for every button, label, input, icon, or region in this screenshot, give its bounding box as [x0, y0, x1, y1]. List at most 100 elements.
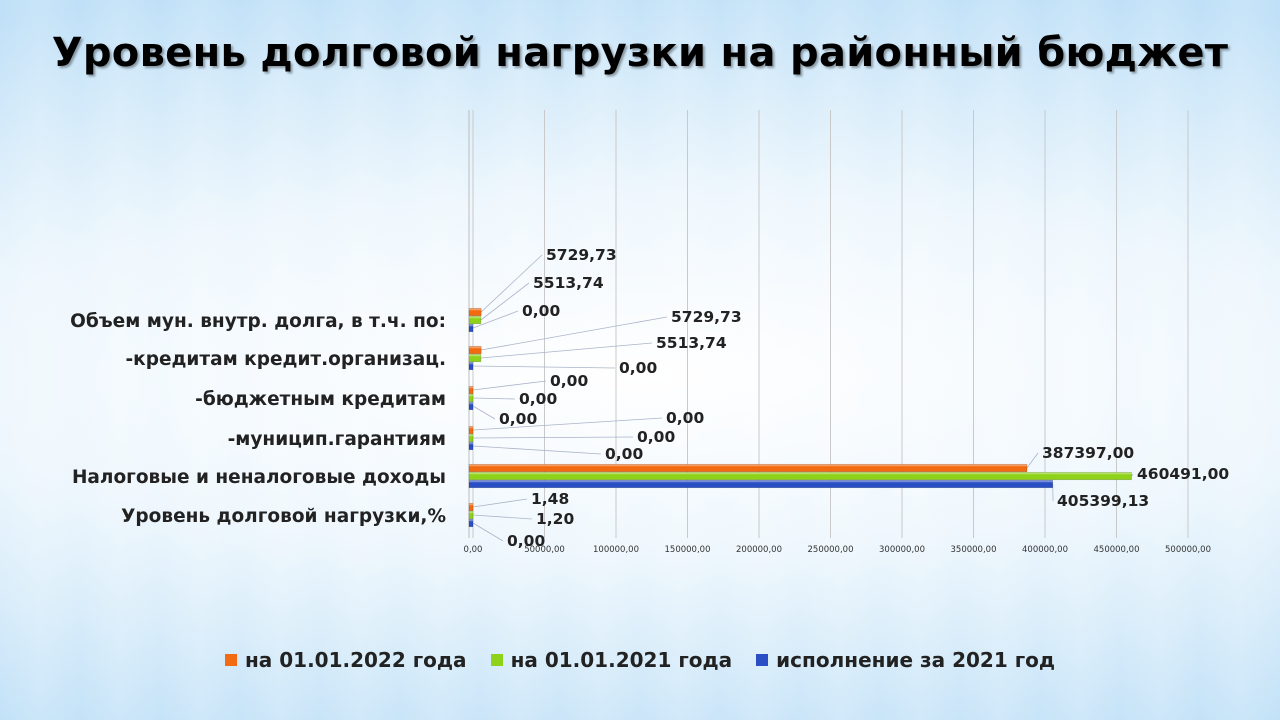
legend-swatch	[490, 654, 503, 666]
data-label: 387397,00	[1042, 444, 1134, 462]
bar-highlight	[469, 386, 473, 389]
x-tick-label: 400000,00	[1022, 545, 1068, 555]
bar	[468, 323, 474, 333]
data-label: 5513,74	[656, 334, 727, 352]
data-label: 0,00	[499, 410, 537, 428]
data-label: 0,00	[605, 445, 643, 463]
leader-line	[472, 514, 533, 520]
legend-swatch	[224, 654, 237, 666]
x-tick-label: 350000,00	[951, 545, 997, 555]
x-tick-label: 250000,00	[808, 545, 854, 555]
leader-line	[472, 522, 504, 542]
x-tick-label: 150000,00	[665, 545, 711, 555]
x-tick-label: 500000,00	[1165, 545, 1211, 555]
legend-label: на 01.01.2022 года	[244, 648, 467, 672]
data-label: 5729,73	[546, 246, 617, 264]
leader-line	[481, 316, 668, 351]
bar	[468, 361, 474, 371]
bar	[468, 393, 474, 403]
leader-line	[1026, 452, 1039, 469]
bar-highlight	[469, 402, 473, 405]
bar-highlight	[469, 442, 473, 445]
x-tick-label: 200000,00	[736, 545, 782, 555]
legend-item: исполнение за 2021 год	[756, 648, 1055, 672]
bar	[468, 345, 482, 355]
bar	[468, 307, 482, 317]
legend: на 01.01.2022 года на 01.01.2021 года испо…	[0, 648, 1280, 672]
category-label: -кредитам кредит.организац.	[125, 349, 446, 370]
data-label: 460491,00	[1137, 465, 1229, 483]
legend-label: исполнение за 2021 год	[776, 648, 1056, 672]
data-labels: 5729,735729,730,000,00387397,001,485513,…	[499, 246, 1229, 550]
x-tick-label: 450000,00	[1094, 545, 1140, 555]
bar-highlight	[469, 324, 473, 327]
bar	[468, 510, 474, 520]
legend-swatch	[756, 654, 769, 666]
bar-highlight	[469, 511, 474, 514]
page-title: Уровень долговой нагрузки на районный бю…	[51, 30, 1229, 76]
leader-line	[480, 254, 543, 313]
data-label: 405399,13	[1057, 492, 1149, 510]
category-label: Объем мун. внутр. долга, в т.ч. по:	[70, 311, 446, 332]
bar-highlight	[469, 503, 474, 506]
bars	[468, 307, 1132, 528]
bar	[468, 479, 1054, 489]
x-tick-label: 50000,00	[524, 545, 565, 555]
bar	[468, 463, 1028, 473]
x-tick-labels: 0,00 50000,00 100000,00 150000,00 200000,00 2…	[464, 545, 1211, 555]
leader-line	[472, 498, 528, 508]
leader-line	[472, 445, 602, 455]
bar	[468, 315, 482, 325]
data-label: 0,00	[619, 359, 657, 377]
bar	[468, 433, 474, 443]
data-label: 0,00	[519, 390, 557, 408]
bar-highlight	[469, 426, 473, 429]
x-tick-label: 300000,00	[879, 545, 925, 555]
leader-line	[472, 417, 663, 431]
data-label: 0,00	[666, 409, 704, 427]
bar	[468, 518, 474, 528]
category-label: Налоговые и неналоговые доходы	[72, 467, 446, 488]
data-label: 1,48	[531, 490, 569, 508]
bar-highlight	[469, 346, 482, 349]
bar-highlight	[469, 519, 473, 522]
data-label: 1,20	[536, 510, 574, 528]
category-label: -муницип.гарантиям	[228, 429, 446, 450]
leader-line	[472, 380, 547, 391]
category-labels: Объем мун. внутр. долга, в т.ч. по: -кред…	[70, 311, 446, 527]
data-label: 0,00	[522, 302, 560, 320]
bar-highlight	[469, 354, 481, 357]
leader-line	[472, 436, 634, 439]
bar-highlight	[469, 434, 473, 437]
legend-item: на 01.01.2022 года	[224, 648, 467, 672]
data-label: 0,00	[550, 372, 588, 390]
leader-line	[472, 405, 496, 420]
bar	[468, 502, 474, 512]
category-label: Уровень долговой нагрузки,%	[121, 506, 446, 527]
bar-highlight	[469, 464, 1027, 467]
bar	[468, 441, 474, 451]
legend-label: на 01.01.2021 года	[510, 648, 733, 672]
bar	[468, 425, 474, 435]
bar	[468, 385, 474, 395]
legend-item: на 01.01.2021 года	[490, 648, 733, 672]
bar-highlight	[469, 480, 1053, 483]
leader-lines	[472, 254, 1134, 542]
bar-highlight	[469, 394, 473, 397]
category-label: -бюджетным кредитам	[195, 389, 446, 410]
data-label: 5513,74	[533, 274, 604, 292]
leader-line	[472, 397, 516, 400]
leader-line	[1131, 473, 1134, 477]
x-tick-label: 100000,00	[593, 545, 639, 555]
data-label: 0,00	[507, 532, 545, 550]
leader-line	[480, 282, 530, 321]
bar-highlight	[469, 362, 473, 365]
bar-highlight	[469, 316, 481, 319]
leader-line	[472, 365, 616, 369]
leader-line	[472, 310, 519, 329]
data-label: 0,00	[637, 428, 675, 446]
bar	[468, 353, 482, 363]
data-label: 5729,73	[671, 308, 742, 326]
